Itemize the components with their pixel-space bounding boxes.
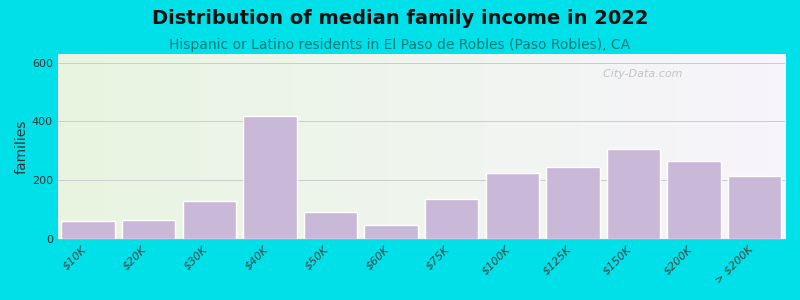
Text: Hispanic or Latino residents in El Paso de Robles (Paso Robles), CA: Hispanic or Latino residents in El Paso … (170, 38, 630, 52)
Bar (546, 167, 599, 239)
Bar (304, 212, 357, 239)
Bar (62, 221, 114, 239)
Text: City-Data.com: City-Data.com (596, 69, 682, 79)
Bar (728, 176, 782, 239)
Bar (486, 173, 539, 239)
Text: Distribution of median family income in 2022: Distribution of median family income in … (152, 9, 648, 28)
Bar (607, 149, 660, 239)
Bar (243, 116, 297, 239)
Bar (667, 161, 721, 239)
Bar (425, 199, 478, 239)
Y-axis label: families: families (15, 119, 29, 173)
Bar (122, 220, 175, 239)
Bar (365, 226, 418, 239)
Bar (182, 201, 236, 239)
